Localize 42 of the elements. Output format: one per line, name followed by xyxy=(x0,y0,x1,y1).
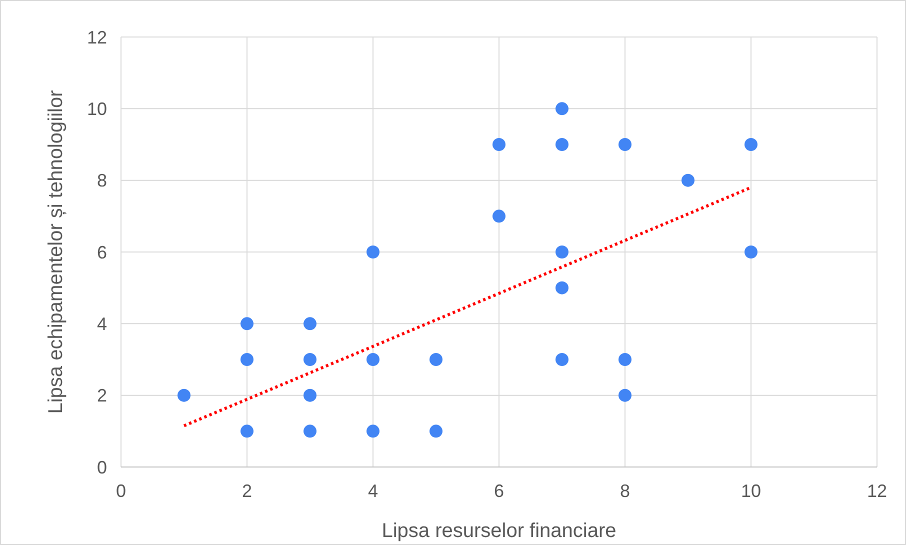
point xyxy=(556,102,568,116)
x-tick-label: 2 xyxy=(242,481,252,501)
y-tick-label: 12 xyxy=(86,27,107,48)
x-tick-label: 0 xyxy=(116,481,126,501)
y-tick-label: 0 xyxy=(96,457,107,478)
point xyxy=(682,174,694,187)
point xyxy=(240,353,254,366)
point xyxy=(744,246,758,258)
x-tick-label: 10 xyxy=(740,481,762,501)
point xyxy=(556,138,568,151)
point xyxy=(556,353,568,366)
y-tick-label: 10 xyxy=(86,98,107,119)
point xyxy=(618,353,632,366)
point xyxy=(744,138,758,151)
point xyxy=(240,317,254,330)
point xyxy=(556,246,568,258)
point xyxy=(556,281,568,294)
point xyxy=(430,424,442,438)
point xyxy=(366,353,380,366)
point xyxy=(618,388,632,402)
point xyxy=(304,424,316,438)
point xyxy=(304,388,316,402)
x-tick-label: 8 xyxy=(620,481,630,501)
point xyxy=(304,317,316,330)
x-tick-label: 6 xyxy=(494,481,504,501)
point xyxy=(240,424,254,438)
point xyxy=(366,246,380,258)
y-tick-label: 8 xyxy=(96,170,107,191)
point xyxy=(492,138,506,151)
point xyxy=(618,138,632,151)
point xyxy=(304,353,316,366)
x-tick-label: 4 xyxy=(368,481,378,501)
point xyxy=(430,353,442,366)
point xyxy=(492,210,506,223)
x-axis-title: Lipsa resurselor financiare xyxy=(382,520,616,542)
y-tick-label: 6 xyxy=(96,242,107,262)
y-tick-label: 2 xyxy=(96,386,107,406)
x-tick-label: 12 xyxy=(866,481,888,501)
point xyxy=(178,388,190,402)
y-axis-title: Lipsa echipamentelor și tehnologiilor xyxy=(45,90,67,414)
y-tick-label: 4 xyxy=(96,314,107,334)
point xyxy=(366,424,380,438)
